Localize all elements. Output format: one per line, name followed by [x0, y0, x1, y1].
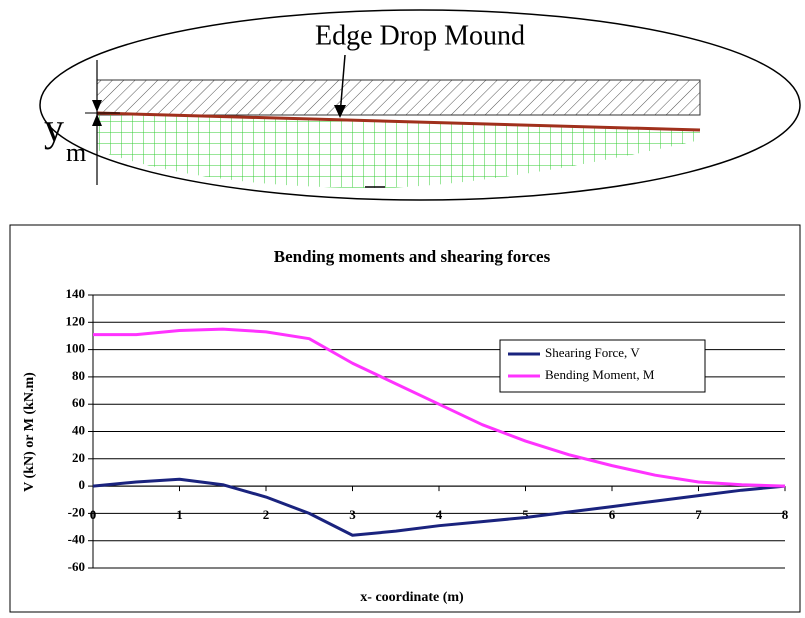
soil-surface: [96, 111, 701, 132]
diagram: Edge Drop Mound y m: [39, 9, 801, 201]
slab: [96, 79, 701, 116]
x-tick-label: 5: [522, 507, 529, 522]
x-tick-label: 3: [349, 507, 356, 522]
y-tick-label: 60: [72, 395, 85, 410]
y-tick-label: 100: [66, 341, 86, 356]
legend-label: Shearing Force, V: [545, 345, 640, 360]
y-tick-label: -40: [68, 532, 85, 547]
x-tick-label: 7: [695, 507, 702, 522]
dimension-subscript: m: [66, 138, 86, 167]
x-tick-label: 2: [263, 507, 270, 522]
dimension-arrows: [92, 100, 102, 126]
x-tick-label: 0: [90, 507, 97, 522]
y-axis-label: V (kN) or M (kN.m): [22, 372, 37, 492]
y-tick-label: -60: [68, 559, 85, 574]
x-tick-label: 6: [609, 507, 616, 522]
outline: [39, 9, 801, 201]
diagram-label: Edge Drop Mound: [315, 20, 525, 51]
y-tick-label: 0: [79, 477, 86, 492]
x-axis-label: x- coordinate (m): [360, 590, 464, 605]
arrow-head: [334, 105, 346, 118]
y-tick-label: 40: [72, 422, 85, 437]
series-line: [93, 327, 786, 488]
y-tick-label: 80: [72, 368, 85, 383]
chart: Bending moments and shearing forces x- c…: [22, 247, 789, 605]
x-tick-label: 1: [176, 507, 183, 522]
chart-title: Bending moments and shearing forces: [274, 247, 551, 266]
legend-box: [499, 339, 706, 393]
soil-mound: [97, 113, 700, 188]
y-tick-label: -20: [68, 504, 85, 519]
x-tick-label: 8: [782, 507, 789, 522]
y-tick-label: 20: [72, 450, 85, 465]
series-line: [92, 477, 786, 537]
legend-label: Bending Moment, M: [545, 367, 655, 382]
y-tick-label: 140: [66, 286, 86, 301]
y-tick-label: 120: [66, 313, 86, 328]
dimension-symbol: y: [44, 105, 64, 150]
x-tick-label: 4: [436, 507, 443, 522]
chart-frame: [9, 224, 801, 613]
